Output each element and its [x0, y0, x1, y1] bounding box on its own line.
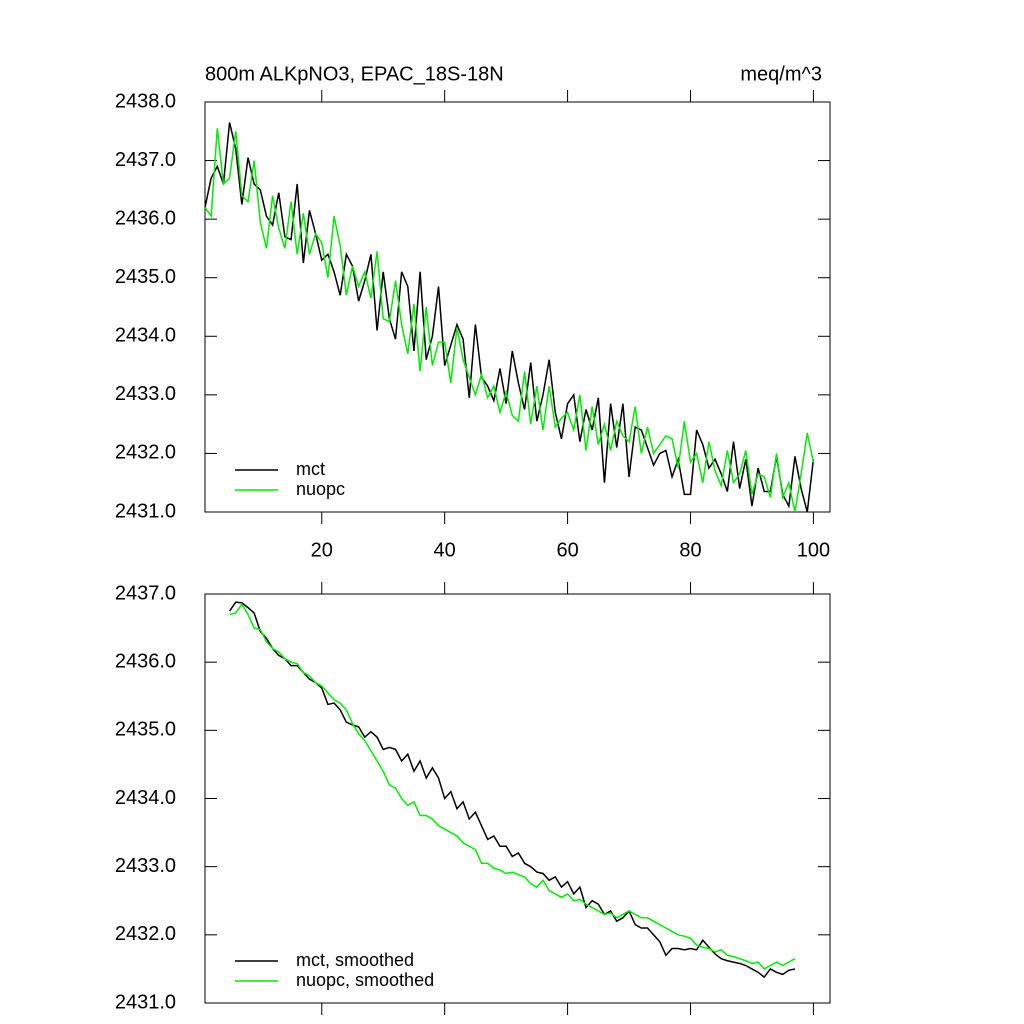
legend-label: nuopc — [296, 479, 345, 499]
legend-label: nuopc, smoothed — [296, 970, 434, 990]
y-tick-label: 2435.0 — [115, 719, 176, 741]
data-line — [204, 122, 815, 513]
chart-title: 800m ALKpNO3, EPAC_18S-18N — [205, 63, 504, 85]
data-line — [228, 601, 796, 979]
legend-label: mct, smoothed — [296, 950, 414, 970]
plot-frame — [204, 593, 831, 1004]
x-tick-label: 40 — [434, 539, 456, 561]
x-tick-label: 20 — [311, 539, 333, 561]
y-tick-label: 2434.0 — [115, 325, 176, 347]
y-tick-label: 2436.0 — [115, 650, 176, 672]
y-tick-label: 2437.0 — [115, 149, 176, 171]
y-tick-label: 2431.0 — [115, 500, 176, 522]
y-tick-label: 2433.0 — [115, 383, 176, 405]
y-tick-label: 2433.0 — [115, 855, 176, 877]
units-label: meq/m^3 — [740, 63, 822, 85]
y-tick-label: 2432.0 — [115, 442, 176, 464]
y-tick-label: 2431.0 — [115, 991, 176, 1013]
y-tick-label: 2437.0 — [115, 582, 176, 604]
y-tick-label: 2432.0 — [115, 923, 176, 945]
y-tick-label: 2436.0 — [115, 207, 176, 229]
plot-frame — [204, 101, 831, 513]
y-tick-label: 2435.0 — [115, 266, 176, 288]
data-line — [204, 128, 815, 513]
y-tick-label: 2434.0 — [115, 787, 176, 809]
legend-label: mct — [296, 459, 325, 479]
x-tick-label: 100 — [797, 539, 830, 561]
y-tick-label: 2438.0 — [115, 90, 176, 112]
x-tick-label: 80 — [679, 539, 701, 561]
x-tick-label: 60 — [556, 539, 578, 561]
data-line — [229, 602, 796, 970]
